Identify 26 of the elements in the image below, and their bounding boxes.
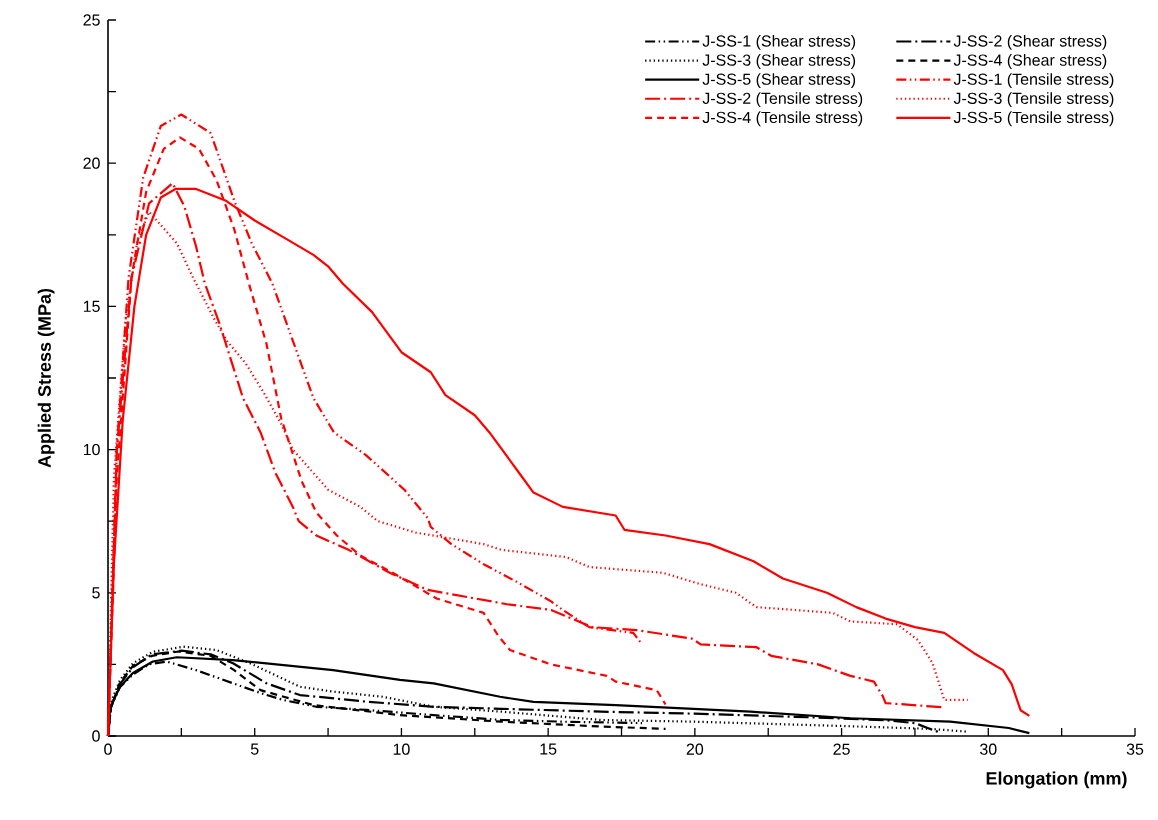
y-tick-label: 25 <box>83 14 100 26</box>
y-tick-label: 20 <box>83 157 100 169</box>
x-tick-label: 25 <box>833 743 850 755</box>
legend-label: J-SS-5 (Shear stress) <box>702 73 856 89</box>
legend-label: J-SS-2 (Shear stress) <box>953 34 1107 50</box>
legend-label: J-SS-4 (Shear stress) <box>953 54 1107 69</box>
x-tick-label: 15 <box>540 743 557 755</box>
y-axis-title: Applied Stress (MPa) <box>37 288 55 468</box>
y-tick-label: 5 <box>92 587 100 599</box>
legend-label: J-SS-5 (Tensile stress) <box>953 111 1114 127</box>
x-tick-label: 5 <box>250 743 259 755</box>
y-tick-label: 0 <box>92 730 100 742</box>
x-tick-label: 0 <box>104 743 112 755</box>
y-tick-label: 15 <box>83 300 100 312</box>
x-tick-label: 20 <box>686 743 704 755</box>
x-axis-title: Elongation (mm) <box>986 771 1127 789</box>
legend-label: J-SS-1 (Shear stress) <box>702 34 856 50</box>
legend-label: J-SS-2 (Tensile stress) <box>702 92 863 108</box>
x-tick-label: 30 <box>980 743 997 755</box>
x-tick-label: 35 <box>1126 743 1144 755</box>
legend-label: J-SS-3 (Shear stress) <box>702 54 856 69</box>
legend-label: J-SS-3 (Tensile stress) <box>953 92 1114 108</box>
legend-label: J-SS-1 (Tensile stress) <box>953 73 1114 89</box>
y-tick-label: 10 <box>83 443 100 456</box>
x-tick-label: 10 <box>393 743 410 755</box>
legend-label: J-SS-4 (Tensile stress) <box>702 111 863 127</box>
